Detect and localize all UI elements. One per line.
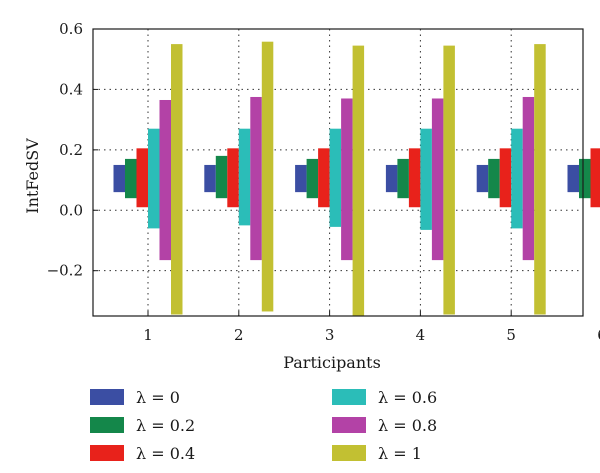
bar-group-1 (113, 44, 183, 315)
bar-participant-1-series-1 (113, 164, 125, 193)
bar-group-4 (385, 45, 455, 315)
bar-group-3 (295, 45, 365, 317)
legend-item-3: λ = 0.4 (90, 444, 195, 463)
bar-participant-1-series-6 (171, 44, 183, 315)
bar-participant-5-series-3 (499, 148, 512, 208)
legend-item-4: λ = 0.6 (332, 388, 437, 407)
x-tick-label-4: 4 (416, 326, 426, 344)
bar-participant-3-series-6 (352, 45, 365, 317)
legend-label: λ = 0 (136, 388, 180, 407)
bar-participant-4-series-1 (385, 164, 398, 193)
y-tick-label-0: −0.2 (47, 262, 83, 280)
x-tick-label-5: 5 (506, 326, 516, 344)
x-tick-label-1: 1 (143, 326, 153, 344)
bar-participant-3-series-1 (295, 164, 307, 193)
legend-item-6: λ = 1 (332, 444, 422, 463)
bar-participant-4-series-3 (408, 148, 421, 208)
x-tick-label-3: 3 (325, 326, 335, 344)
bar-participant-5-series-6 (534, 44, 546, 315)
bar-participant-6-series-3 (590, 148, 600, 208)
bar-participant-4-series-5 (431, 98, 444, 261)
x-tick-label-6: 6 (597, 326, 600, 344)
legend-swatch (90, 389, 124, 405)
plot-frame (92, 28, 584, 317)
bar-participant-3-series-5 (341, 98, 353, 261)
legend-item-5: λ = 0.8 (332, 416, 437, 435)
y-tick-label-2: 0.2 (59, 141, 83, 159)
legend-label: λ = 0.2 (136, 416, 195, 435)
bar-group-6 (567, 148, 600, 208)
legend-label: λ = 1 (378, 444, 422, 463)
bar-group-5 (476, 44, 546, 315)
bar-participant-6-series-2 (579, 158, 591, 199)
legend: λ = 0 λ = 0.2 λ = 0.4 λ = 0.6 λ = 0.8 λ = 1 (90, 388, 437, 463)
bar-participant-1-series-4 (148, 128, 160, 229)
bar-participant-3-series-4 (329, 128, 342, 227)
y-tick-label-4: 0.6 (59, 20, 83, 38)
bar-participant-2-series-3 (227, 148, 239, 208)
legend-swatch (90, 417, 124, 433)
legend-swatch (332, 445, 366, 461)
legend-label: λ = 0.4 (136, 444, 195, 463)
bar-participant-5-series-4 (511, 128, 523, 229)
bar-participant-3-series-2 (306, 158, 319, 199)
legend-swatch (90, 445, 124, 461)
x-tick-label-2: 2 (234, 326, 244, 344)
y-tick-label-3: 0.4 (59, 80, 83, 98)
y-tick-label-1: 0.0 (59, 201, 83, 219)
bar-participant-2-series-4 (238, 128, 251, 226)
bar-participant-3-series-3 (318, 148, 330, 208)
y-axis-title: IntFedSV (23, 138, 42, 214)
bar-participant-1-series-5 (159, 99, 171, 261)
legend-item-1: λ = 0 (90, 388, 180, 407)
legend-item-2: λ = 0.2 (90, 416, 195, 435)
bar-participant-2-series-1 (204, 164, 216, 193)
bar-participant-5-series-2 (488, 158, 500, 199)
legend-swatch (332, 389, 366, 405)
bar-group-2 (204, 41, 274, 312)
bar-participant-4-series-6 (443, 45, 455, 315)
bar-participant-2-series-5 (250, 96, 262, 261)
bar-participant-5-series-5 (522, 96, 535, 261)
bar-participant-2-series-2 (215, 155, 228, 199)
legend-label: λ = 0.8 (378, 416, 437, 435)
bar-participant-1-series-3 (136, 148, 148, 208)
bars (113, 41, 600, 317)
axis-ticks: −0.2 0.0 0.2 0.4 0.6 1 2 3 4 5 6 (47, 20, 600, 344)
legend-swatch (332, 417, 366, 433)
bar-participant-6-series-1 (567, 164, 579, 193)
bar-participant-5-series-1 (476, 164, 489, 193)
bar-participant-4-series-4 (420, 128, 432, 230)
bar-participant-4-series-2 (397, 158, 409, 199)
x-axis-title: Participants (283, 353, 381, 372)
legend-label: λ = 0.6 (378, 388, 437, 407)
bar-participant-1-series-2 (125, 158, 137, 199)
bar-participant-2-series-6 (261, 41, 274, 312)
